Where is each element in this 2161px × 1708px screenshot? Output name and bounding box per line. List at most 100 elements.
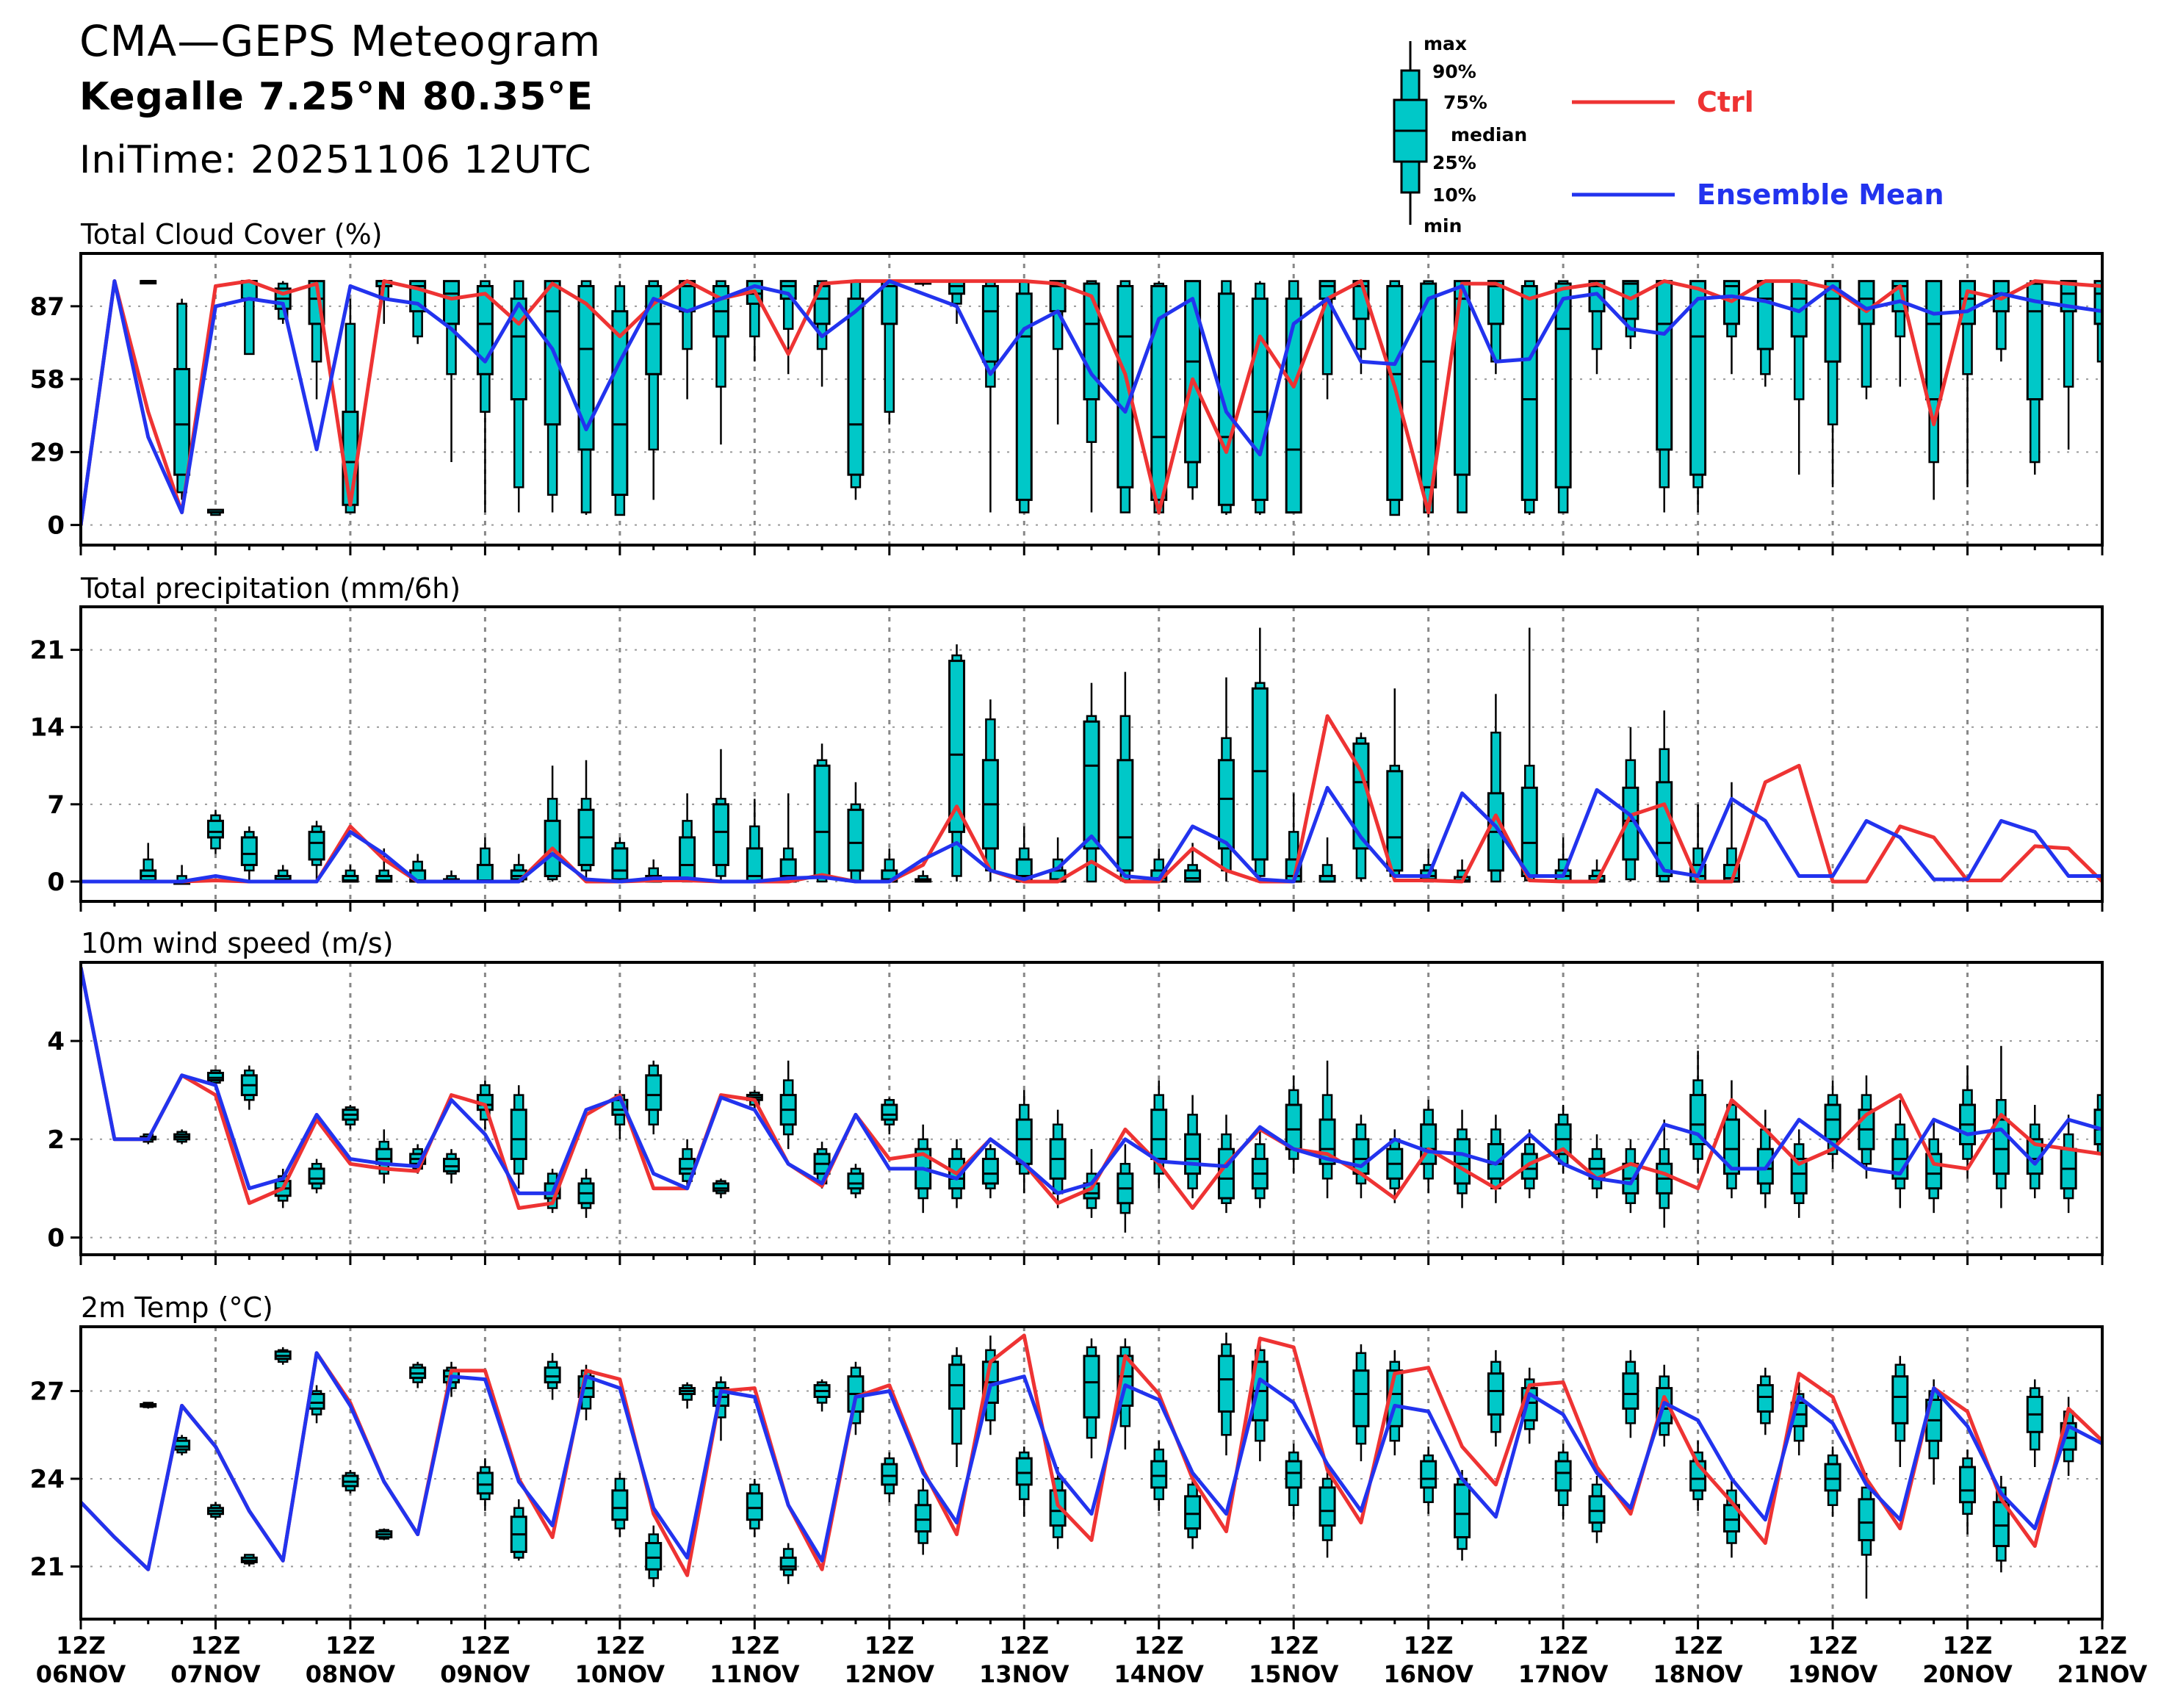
box-iqr [510, 1109, 527, 1161]
box-plot [140, 1402, 157, 1409]
y-tick-label: 87 [30, 292, 65, 322]
box-plot [1588, 1134, 1606, 1199]
legend-label-5: 10% [1432, 184, 1476, 206]
box-plot [1217, 1332, 1235, 1456]
box-plot [173, 1435, 191, 1456]
box-iqr [1554, 282, 1572, 489]
box-plot [2026, 280, 2043, 475]
box-plot [1722, 1080, 1740, 1199]
box-plot [948, 1347, 966, 1468]
box-plot [1420, 1100, 1437, 1194]
box-iqr [1285, 1103, 1302, 1150]
box-iqr [1622, 786, 1639, 861]
box-iqr [1251, 298, 1269, 501]
box-iqr [981, 1158, 999, 1185]
box-plot [1217, 677, 1235, 882]
panel-0: Total Cloud Cover (%) 0 29 58 87 [30, 218, 2140, 555]
box-iqr [1150, 284, 1168, 501]
box-iqr [1554, 1460, 1572, 1492]
box-plot [847, 782, 865, 883]
box-iqr [611, 310, 629, 497]
legend-label-3: median [1451, 124, 1527, 145]
box-plot [342, 1104, 359, 1130]
box-iqr [1520, 786, 1538, 877]
box-plot [1487, 693, 1504, 883]
box-plot [1891, 280, 1909, 387]
box-plot [881, 280, 898, 425]
box-plot [1150, 1441, 1168, 1511]
y-tick-label: 58 [30, 365, 65, 394]
box-iqr [2026, 282, 2043, 400]
x-tick-label-hour: 12Z [191, 1632, 241, 1660]
box-plot [1386, 280, 1404, 516]
box-iqr [1622, 1372, 1639, 1410]
ensemble-mean-line [81, 967, 2102, 1195]
box-iqr [476, 863, 494, 883]
box-iqr [2093, 280, 2102, 325]
box-plot [779, 1543, 797, 1585]
box-iqr [914, 1504, 932, 1533]
box-iqr [206, 819, 224, 839]
box-plot [1487, 1114, 1504, 1203]
box-plot [1049, 280, 1067, 425]
x-tick-label-hour: 12Z [1134, 1632, 1184, 1660]
x-tick-label-hour: 12Z [1538, 1632, 1588, 1660]
box-iqr [1386, 770, 1404, 872]
box-plot [611, 837, 629, 883]
box-iqr [1824, 280, 1841, 363]
x-tick-label-hour: 12Z [729, 1632, 779, 1660]
box-plot [140, 280, 157, 285]
box-plot [206, 508, 224, 516]
box-iqr [847, 298, 865, 476]
box-iqr [2060, 280, 2077, 313]
box-iqr [779, 1556, 797, 1571]
y-tick-label: 21 [30, 636, 65, 666]
box-iqr [1420, 1460, 1437, 1489]
box-plot [948, 644, 966, 882]
box-iqr [375, 874, 393, 883]
box-iqr [1184, 1495, 1202, 1530]
box-iqr [746, 1492, 763, 1521]
box-plot [1217, 280, 1235, 515]
box-iqr [1184, 869, 1202, 883]
box-plot [476, 1458, 494, 1511]
box-iqr [1251, 687, 1269, 861]
box-plot [2060, 1114, 2077, 1214]
box-iqr [1083, 1355, 1100, 1419]
box-iqr [712, 1182, 729, 1192]
box-plot [1150, 1080, 1168, 1189]
box-iqr [1454, 1483, 1471, 1539]
box-plot [342, 1470, 359, 1493]
box-iqr [645, 1542, 663, 1571]
box-plot [914, 870, 932, 883]
box-plot [577, 1168, 595, 1218]
legend-label-0: max [1424, 33, 1467, 54]
x-tick-label-hour: 12Z [461, 1632, 511, 1660]
box-iqr [308, 830, 325, 861]
box-plot [881, 1097, 898, 1135]
box-plot [308, 280, 325, 400]
box-plot [1285, 280, 1302, 514]
box-iqr [611, 847, 629, 881]
x-tick-label-hour: 12Z [1269, 1632, 1318, 1660]
box-plot [308, 821, 325, 882]
box-plot [1015, 1446, 1033, 1517]
x-tick-label-hour: 12Z [865, 1632, 914, 1660]
legend-label-6: min [1424, 215, 1462, 237]
box-iqr [342, 874, 359, 883]
box-plot [240, 1065, 258, 1110]
box-p10-p90 [2132, 281, 2140, 500]
x-tick-label-hour: 12Z [1404, 1632, 1454, 1660]
box-plots [81, 1332, 2102, 1599]
box-plot [375, 1129, 393, 1184]
box-iqr [544, 1366, 561, 1384]
box-plot [1420, 1446, 1437, 1514]
box-plot [510, 1085, 527, 1189]
box-plot [779, 1060, 797, 1150]
box-plots [81, 967, 2102, 1233]
box-plot [577, 280, 595, 515]
ensemble-mean-line [81, 1351, 2102, 1571]
x-axis-labels: 12Z06NOV12Z07NOV12Z08NOV12Z09NOV12Z10NOV… [36, 1632, 2148, 1688]
box-plot [409, 1361, 427, 1388]
box-plot [1520, 280, 1538, 515]
